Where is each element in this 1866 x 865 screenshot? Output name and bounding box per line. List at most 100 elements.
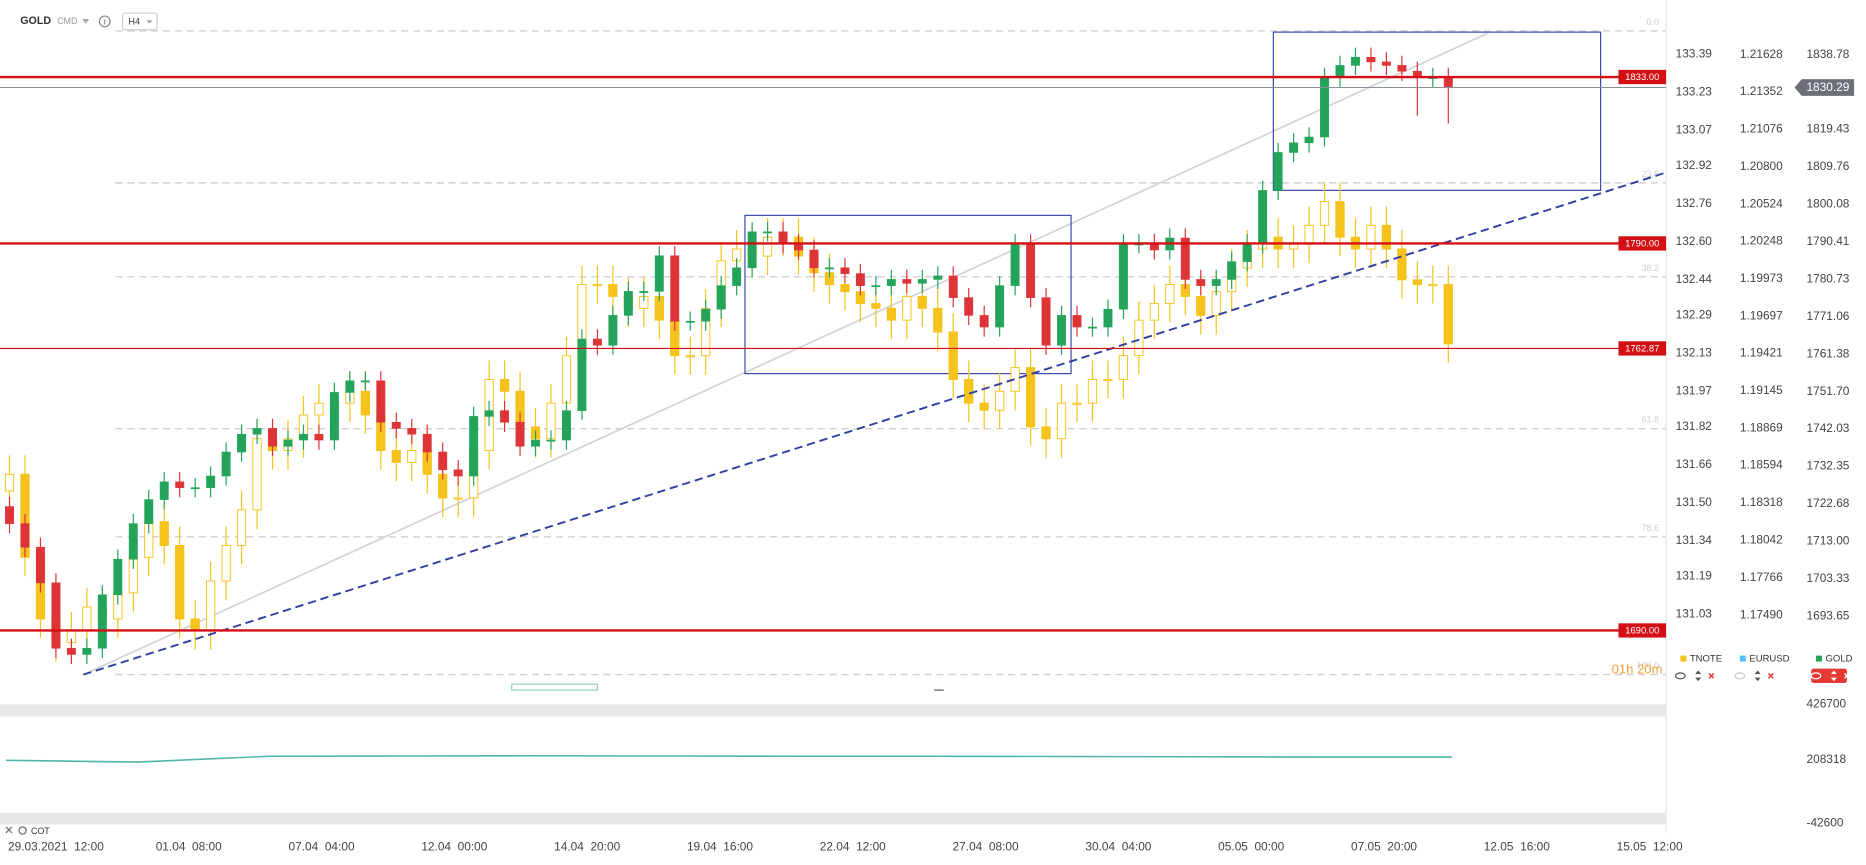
remove-icon[interactable] <box>1767 672 1774 679</box>
x-tick-label: 27.04 08:00 <box>953 839 1019 853</box>
interval-arrow <box>146 20 153 24</box>
candle-body <box>82 606 92 632</box>
y-tick-label: 131.82 <box>1676 419 1712 433</box>
candle-body <box>1149 303 1159 321</box>
cot-settings-icon[interactable] <box>18 826 27 835</box>
candle-body <box>205 580 216 632</box>
y-tick-label: 1.21076 <box>1740 122 1783 136</box>
candle-body <box>562 410 571 441</box>
y-tick-label: 131.97 <box>1676 383 1712 397</box>
candle-body <box>1072 315 1082 328</box>
range-tab[interactable] <box>511 683 599 691</box>
interval-box[interactable] <box>121 12 158 31</box>
x-tick-label: 07.04 04:00 <box>289 839 355 853</box>
order-icon[interactable] <box>1754 670 1761 682</box>
order-icon[interactable] <box>1695 670 1702 682</box>
candle-body <box>35 546 45 584</box>
candle-body <box>1196 295 1206 316</box>
candle-body <box>1196 279 1206 286</box>
legend-active-box[interactable] <box>1811 668 1847 683</box>
candle-body <box>1397 65 1407 72</box>
y-tick-label: 1.18318 <box>1740 495 1783 509</box>
x-tick-label: 15.05 12:00 <box>1617 839 1683 853</box>
legend-label: GOLD <box>1826 654 1853 665</box>
y-tick-label: 1.17490 <box>1740 607 1783 621</box>
candle-body <box>1227 261 1237 280</box>
y-tick-label: 132.29 <box>1676 308 1713 322</box>
candle-body <box>1335 201 1345 238</box>
candle-body <box>639 291 649 293</box>
candle-body <box>917 295 927 309</box>
candle-body <box>561 355 572 404</box>
candle-body <box>685 355 695 358</box>
trend-line-dashed <box>83 171 1667 676</box>
scroll-bar[interactable] <box>0 704 1667 717</box>
price-level-label: 1762.87 <box>1625 344 1659 355</box>
legend-icons: TNOTE EURUSD GOLD <box>1674 654 1853 683</box>
candle-body <box>175 481 185 488</box>
candle-body <box>840 267 850 274</box>
candle-body <box>1304 136 1314 144</box>
candle-body <box>1428 284 1438 287</box>
trend-line <box>82 32 1488 676</box>
cot-tick-label: -42600 <box>1806 815 1843 829</box>
candle-body <box>531 439 540 447</box>
candle-body <box>407 428 417 435</box>
candle-body <box>1397 248 1407 281</box>
eye-icon[interactable] <box>1674 672 1686 680</box>
candle-body <box>592 284 603 287</box>
eye-icon[interactable] <box>1810 672 1822 680</box>
order-icon[interactable] <box>1830 670 1837 682</box>
candle-body <box>1273 152 1283 191</box>
last-price-label: 1830.29 <box>1806 80 1849 94</box>
candle-body <box>1211 279 1221 286</box>
x-tick-label: 07.05 20:00 <box>1351 839 1417 853</box>
legend-swatch <box>1680 655 1687 662</box>
candle-body <box>623 291 633 316</box>
candle-body <box>1041 297 1051 346</box>
fib-label: 61.8 <box>1642 415 1659 425</box>
candle-body <box>391 421 401 429</box>
candle-body <box>546 439 556 442</box>
candle-body <box>453 469 463 477</box>
candle-body <box>221 544 231 582</box>
candle-body <box>360 390 370 416</box>
candle-body <box>979 315 989 328</box>
candle-body <box>283 439 293 447</box>
cot-close-icon[interactable] <box>5 826 13 834</box>
y-tick-label: 1.19697 <box>1740 308 1783 322</box>
candle-body <box>4 473 15 492</box>
candle-body <box>221 451 231 477</box>
eye-icon[interactable] <box>1734 672 1746 680</box>
fib-label: 78.6 <box>1642 523 1659 533</box>
candle-body <box>902 295 912 321</box>
y-tick-label: 1790.41 <box>1806 234 1849 248</box>
fib-label: 100.0 <box>1637 661 1659 671</box>
candle-body <box>1443 77 1453 88</box>
y-tick-label: 133.39 <box>1676 47 1713 61</box>
candle-body <box>1258 190 1268 245</box>
y-tick-label: 131.03 <box>1676 606 1713 620</box>
remove-icon[interactable] <box>1708 672 1715 679</box>
candle-body <box>608 315 618 346</box>
y-tick-label: 1819.43 <box>1806 122 1849 136</box>
symbol[interactable]: GOLD <box>20 15 51 27</box>
candle-body <box>500 410 510 423</box>
remove-icon[interactable] <box>1844 672 1850 679</box>
candle-body <box>608 284 618 297</box>
candle-body <box>1289 142 1299 153</box>
y-tick-label: 1.20524 <box>1740 196 1783 210</box>
candle-body <box>20 523 30 548</box>
legend-swatch <box>1816 655 1822 662</box>
x-tick-label: 05.05 00:00 <box>1218 839 1284 853</box>
y-tick-label: 1693.65 <box>1806 608 1849 622</box>
candle-body <box>979 402 989 411</box>
dropdown-arrow[interactable] <box>82 19 90 24</box>
candle-body <box>886 279 896 286</box>
candle-body <box>1057 315 1066 346</box>
y-tick-label: 1838.78 <box>1806 47 1849 61</box>
info-icon[interactable] <box>98 15 111 28</box>
candle-body <box>175 544 185 620</box>
